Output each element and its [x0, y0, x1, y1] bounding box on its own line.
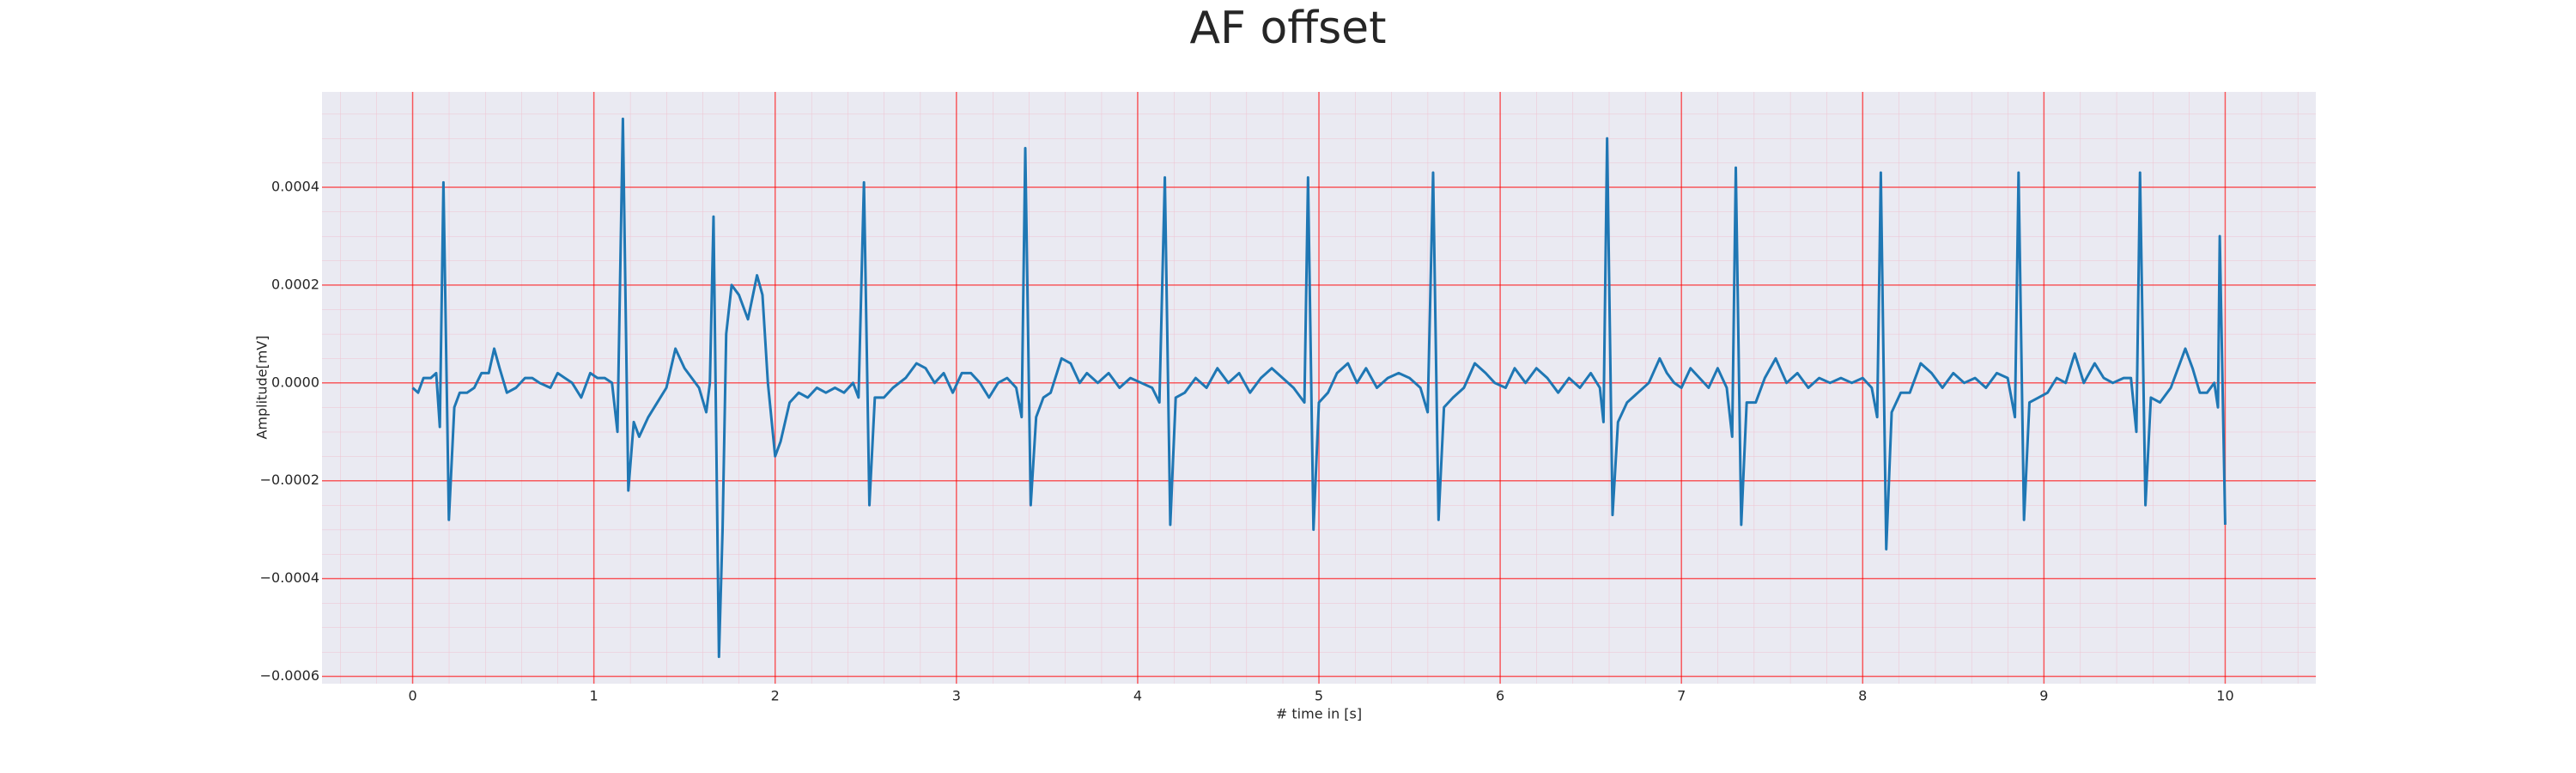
y-tick-label: −0.0002 — [260, 472, 319, 488]
x-tick-label: 0 — [408, 688, 416, 704]
y-tick-label: −0.0004 — [260, 569, 319, 586]
x-tick-label: 2 — [771, 688, 780, 704]
x-axis-label: # time in [s] — [1276, 706, 1362, 722]
y-axis-label: Amplitude[mV] — [254, 335, 270, 439]
x-tick-label: 4 — [1133, 688, 1142, 704]
line-series — [411, 117, 2227, 659]
x-tick-label: 3 — [952, 688, 961, 704]
y-tick-label: 0.0004 — [271, 179, 319, 195]
y-tick-label: −0.0006 — [260, 667, 319, 684]
x-tick-label: 7 — [1677, 688, 1686, 704]
x-tick-label: 6 — [1496, 688, 1504, 704]
y-tick-label: 0.0000 — [271, 374, 319, 390]
y-tick-label: 0.0002 — [271, 276, 319, 292]
x-tick-label: 10 — [2216, 688, 2233, 704]
x-tick-label: 8 — [1858, 688, 1867, 704]
chart-title: AF offset — [1189, 3, 1386, 54]
x-tick-label: 9 — [2039, 688, 2048, 704]
x-tick-label: 5 — [1315, 688, 1323, 704]
x-tick-label: 1 — [590, 688, 598, 704]
